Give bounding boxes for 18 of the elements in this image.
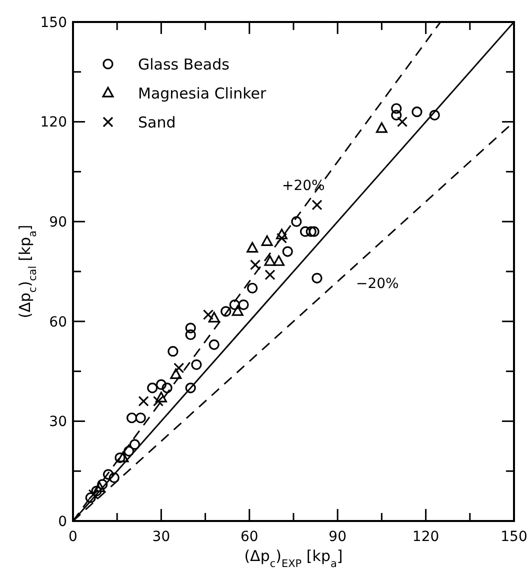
x-tick-label: 30 [152, 529, 170, 545]
legend-label: Sand [138, 113, 176, 132]
legend-label: Glass Beads [138, 55, 230, 74]
x-axis-title: (Δp$_{c}$)$_{EXP}$ [kp$_{a}$] [244, 547, 343, 570]
x-tick-label: 150 [500, 529, 528, 545]
y-tick-label: 0 [58, 514, 67, 530]
x-tick-label: 120 [412, 529, 440, 545]
legend-label: Magnesia Clinker [138, 84, 268, 102]
x-tick-label: 90 [328, 529, 347, 545]
y-tick-label: 30 [49, 414, 67, 430]
x-tick-label: 60 [240, 529, 258, 545]
x-tick-label: 0 [68, 529, 78, 545]
y-tick-label: 60 [49, 314, 67, 330]
y-tick-label: 120 [40, 114, 67, 131]
y-tick-label: 150 [40, 14, 67, 31]
y-tick-label: 90 [49, 214, 67, 230]
annotation: +20% [282, 178, 325, 194]
annotation: −20% [356, 276, 399, 292]
